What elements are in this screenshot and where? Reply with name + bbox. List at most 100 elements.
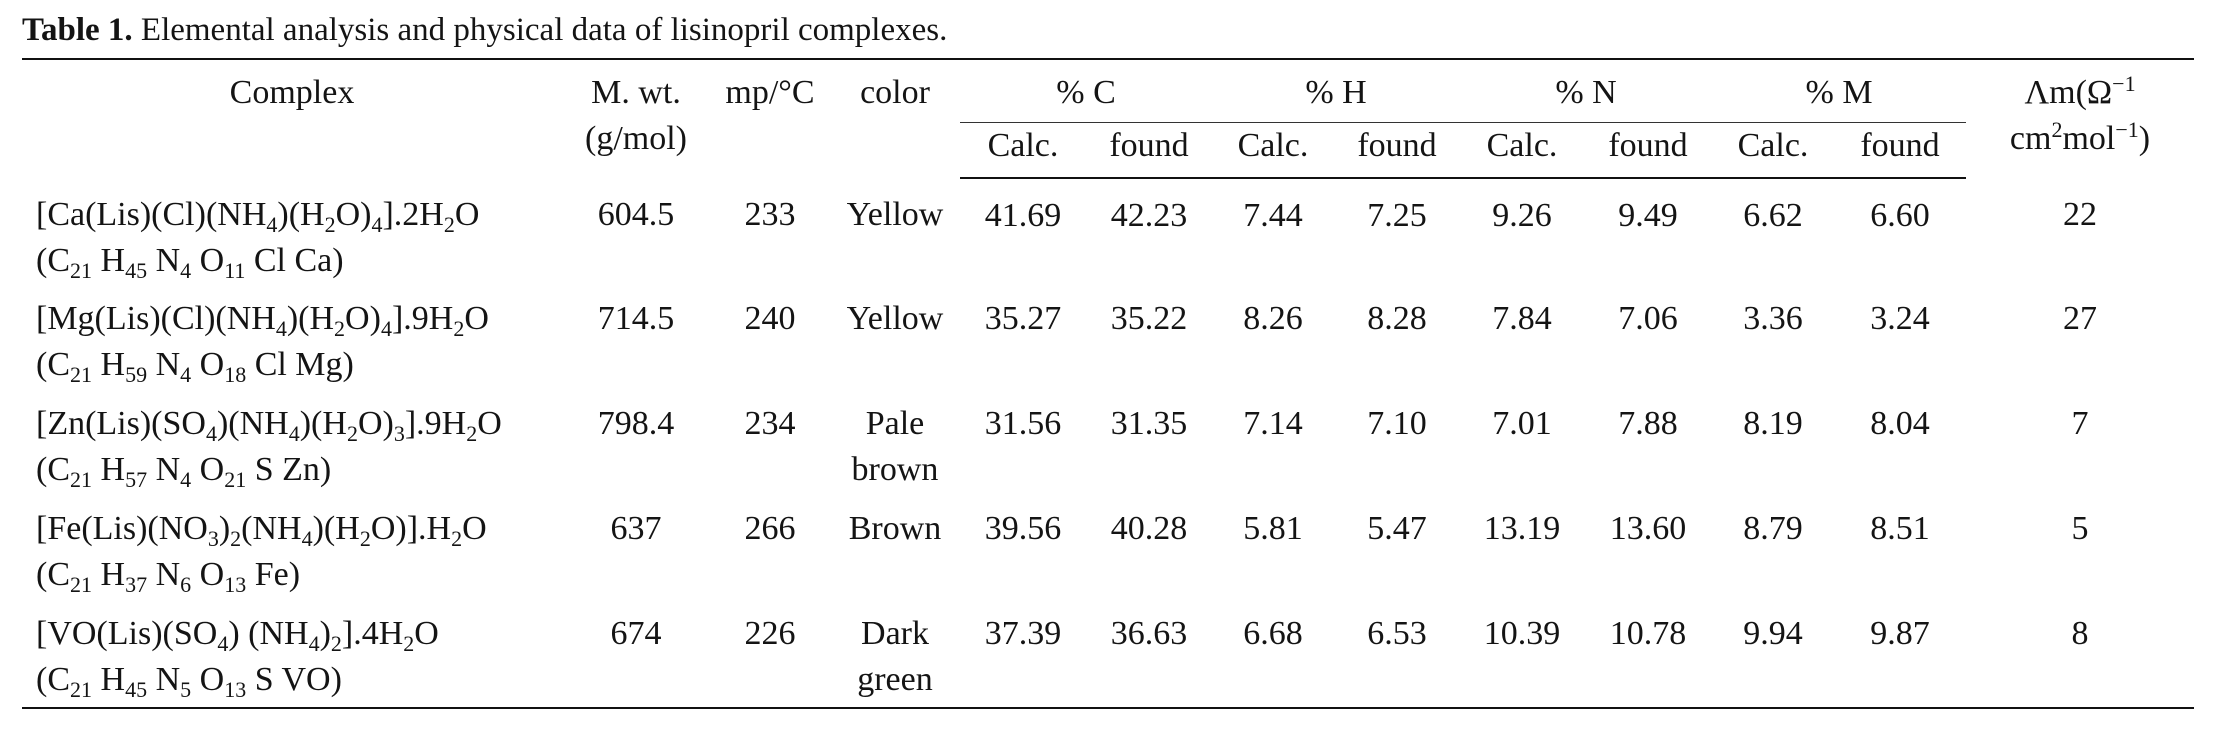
cell-mwt: 798.4	[597, 405, 675, 442]
cell-molar-conductance: 22	[2063, 196, 2098, 233]
complex-formula: (C21 H57 N4 O21 S Zn)	[36, 451, 332, 492]
color-line2: brown	[851, 451, 939, 488]
header-n-found: found	[1584, 122, 1713, 179]
complex-name: [VO(Lis)(SO4) (NH4)2].4H2O	[36, 615, 439, 656]
color-line1: Yellow	[846, 196, 944, 233]
table-row: [VO(Lis)(SO4) (NH4)2].4H2O (C21 H45 N5 O…	[22, 603, 2195, 709]
cell-molar-conductance: 27	[2063, 300, 2098, 337]
cell-h-found: 5.47	[1367, 510, 1427, 547]
cell-color: Yellow	[830, 178, 960, 288]
header-mwt-line1: M. wt.	[591, 74, 681, 111]
cell-n-found: 10.78	[1584, 603, 1713, 709]
cell-mwt: 637	[610, 510, 662, 547]
header-h-found: found	[1334, 122, 1461, 179]
cell-h-calc: 5.81	[1243, 510, 1303, 547]
cell-complex: [Fe(Lis)(NO3)2(NH4)(H2O)].H2O (C21 H37 N…	[22, 498, 562, 603]
header-n-calc: Calc.	[1460, 122, 1585, 179]
header-mwt-line2: (g/mol)	[585, 120, 687, 157]
cell-mp: 234	[744, 405, 796, 442]
cell-color: Brown	[830, 498, 960, 603]
cell-m-calc: 9.94	[1712, 603, 1835, 709]
cell-m-found: 9.87	[1834, 603, 1967, 709]
complex-formula: (C21 H59 N4 O18 Cl Mg)	[36, 346, 354, 387]
cell-c-calc: 31.56	[984, 405, 1062, 442]
header-pct-n: % N	[1460, 58, 1713, 123]
table-caption: Table 1. Elemental analysis and physical…	[22, 8, 2194, 58]
cell-mp: 266	[744, 510, 796, 547]
color-line2: green	[857, 661, 933, 698]
cell-m-calc: 6.62	[1743, 197, 1803, 234]
table-figure: Table 1. Elemental analysis and physical…	[22, 8, 2195, 709]
header-complex: Complex	[22, 58, 562, 178]
complex-name: [Zn(Lis)(SO4)(NH4)(H2O)3].9H2O	[36, 405, 502, 446]
cell-h-calc: 7.44	[1243, 197, 1303, 234]
color-line1: Dark	[861, 615, 929, 652]
cell-h-found: 6.53	[1334, 603, 1461, 709]
header-mwt: M. wt. (g/mol)	[562, 58, 710, 178]
cell-n-calc: 7.84	[1492, 300, 1552, 337]
cell-n-found: 7.06	[1618, 300, 1678, 337]
caption-text: Elemental analysis and physical data of …	[132, 12, 948, 48]
cell-c-calc: 39.56	[984, 510, 1062, 547]
cell-n-calc: 7.01	[1492, 405, 1552, 442]
cell-n-found: 7.88	[1618, 405, 1678, 442]
header-m-calc: Calc.	[1712, 122, 1835, 179]
header-mp: mp/°C	[710, 58, 830, 178]
table-row: [Ca(Lis)(Cl)(NH4)(H2O)4].2H2O (C21 H45 N…	[22, 178, 2194, 288]
header-molar-conductance: Λm(Ω−1 cm2mol−1)	[1966, 58, 2195, 178]
cell-h-found: 8.28	[1367, 300, 1427, 337]
cell-mwt: 714.5	[597, 300, 675, 337]
cell-c-calc: 35.27	[984, 300, 1062, 337]
header-m-found: found	[1834, 122, 1967, 179]
cell-h-calc: 7.14	[1243, 405, 1303, 442]
cell-molar-conductance: 7	[2071, 405, 2089, 442]
cell-c-calc: 41.69	[984, 197, 1062, 234]
cell-complex: [Ca(Lis)(Cl)(NH4)(H2O)4].2H2O (C21 H45 N…	[22, 178, 562, 288]
complex-name: [Fe(Lis)(NO3)2(NH4)(H2O)].H2O	[36, 510, 487, 551]
table-header: Complex M. wt. (g/mol) mp/°C color % C %…	[22, 58, 2195, 179]
cell-mwt: 604.5	[597, 196, 675, 233]
cell-color: Pale brown	[830, 393, 960, 498]
data-table: Complex M. wt. (g/mol) mp/°C color % C %…	[22, 58, 2195, 709]
color-line1: Yellow	[846, 300, 944, 337]
header-c-found: found	[1086, 122, 1212, 179]
cell-h-calc: 6.68	[1212, 603, 1334, 709]
cell-c-found: 40.28	[1110, 510, 1188, 547]
cell-complex: [Zn(Lis)(SO4)(NH4)(H2O)3].9H2O (C21 H57 …	[22, 393, 562, 498]
cell-m-found: 3.24	[1870, 300, 1930, 337]
cell-mp: 226	[710, 603, 830, 709]
cell-h-found: 7.10	[1367, 405, 1427, 442]
cell-m-calc: 8.19	[1743, 405, 1803, 442]
cell-m-found: 8.51	[1870, 510, 1930, 547]
cell-h-calc: 8.26	[1243, 300, 1303, 337]
cell-c-calc: 37.39	[960, 603, 1086, 709]
header-color: color	[830, 58, 960, 178]
cell-m-found: 6.60	[1870, 197, 1930, 234]
color-line1: Pale	[865, 405, 925, 442]
cell-complex: [VO(Lis)(SO4) (NH4)2].4H2O (C21 H45 N5 O…	[22, 603, 562, 709]
cell-m-found: 8.04	[1870, 405, 1930, 442]
cell-mp: 240	[744, 300, 796, 337]
complex-name: [Ca(Lis)(Cl)(NH4)(H2O)4].2H2O	[36, 196, 480, 237]
cell-c-found: 42.23	[1110, 197, 1188, 234]
complex-name: [Mg(Lis)(Cl)(NH4)(H2O)4].9H2O	[36, 300, 489, 341]
header-h-calc: Calc.	[1212, 122, 1334, 179]
header-pct-c: % C	[960, 58, 1212, 123]
cell-m-calc: 8.79	[1743, 510, 1803, 547]
cell-color: Dark green	[830, 603, 960, 709]
cell-n-calc: 10.39	[1460, 603, 1585, 709]
header-pct-h: % H	[1212, 58, 1461, 123]
color-line1: Brown	[848, 510, 942, 547]
cell-h-found: 7.25	[1367, 197, 1427, 234]
cell-molar-conductance: 5	[2071, 510, 2089, 547]
table-body: [Ca(Lis)(Cl)(NH4)(H2O)4].2H2O (C21 H45 N…	[22, 178, 2195, 709]
complex-formula: (C21 H45 N5 O13 S VO)	[36, 661, 342, 702]
cell-c-found: 31.35	[1110, 405, 1188, 442]
cell-molar-conductance: 8	[1966, 603, 2195, 709]
cell-mwt: 674	[562, 603, 710, 709]
cell-n-found: 13.60	[1609, 510, 1687, 547]
cell-m-calc: 3.36	[1743, 300, 1803, 337]
table-row: [Mg(Lis)(Cl)(NH4)(H2O)4].9H2O (C21 H59 N…	[22, 288, 2194, 393]
cell-complex: [Mg(Lis)(Cl)(NH4)(H2O)4].9H2O (C21 H59 N…	[22, 288, 562, 393]
table-row: [Zn(Lis)(SO4)(NH4)(H2O)3].9H2O (C21 H57 …	[22, 393, 2194, 498]
